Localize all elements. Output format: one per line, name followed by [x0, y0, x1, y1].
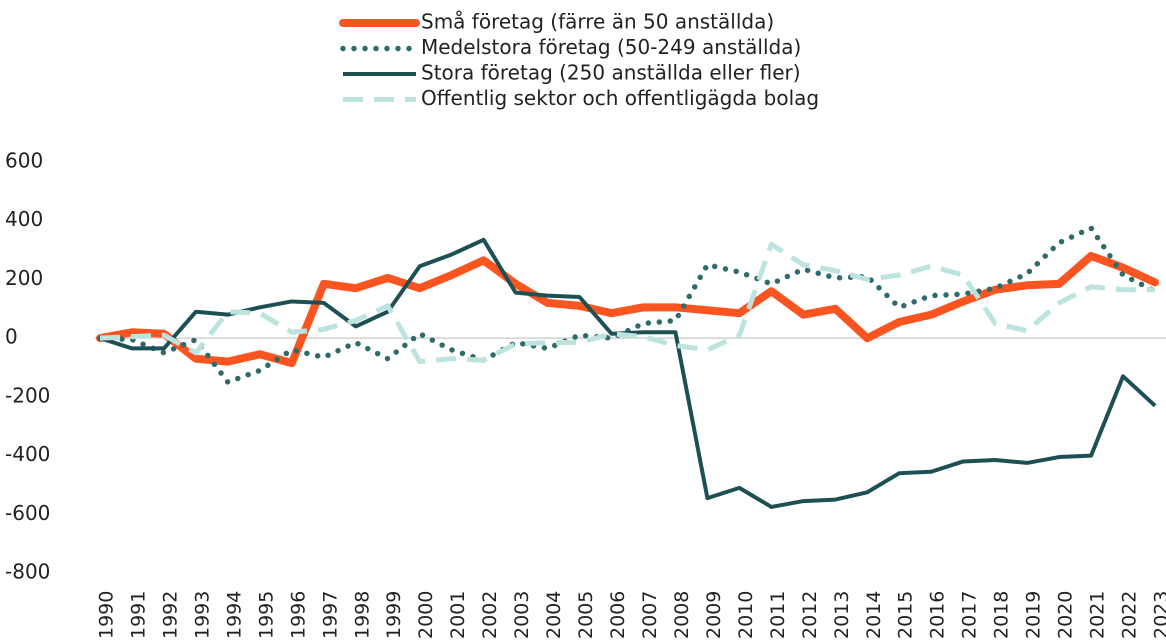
x-tick-label: 2008: [671, 591, 693, 639]
legend-label: Små företag (färre än 50 anställda): [421, 10, 774, 34]
legend-label: Stora företag (250 anställda eller fler): [421, 61, 801, 85]
x-tick-label: 1995: [255, 591, 277, 639]
y-tick-label: -800: [5, 560, 50, 584]
y-tick-label: 600: [5, 149, 43, 173]
x-tick-label: 1993: [191, 591, 213, 639]
x-tick-label: 2011: [767, 591, 789, 639]
x-tick-label: 2006: [607, 591, 629, 639]
x-tick-label: 2019: [1023, 591, 1045, 639]
legend-label: Offentlig sektor och offentligägda bolag: [421, 86, 819, 110]
x-tick-label: 2023: [1151, 591, 1166, 639]
series-line: [97, 225, 1158, 385]
y-tick-label: -400: [5, 442, 50, 466]
x-tick-label: 1999: [383, 591, 405, 639]
x-tick-label: 2013: [831, 591, 853, 639]
x-tick-label: 2004: [543, 591, 565, 639]
x-tick-label: 1992: [159, 591, 181, 639]
y-tick-label: 0: [5, 325, 18, 349]
x-tick-label: 2022: [1119, 591, 1141, 639]
x-tick-label: 1994: [223, 591, 245, 639]
x-tick-label: 2018: [991, 591, 1013, 639]
x-tick-label: 2005: [575, 591, 597, 639]
y-tick-label: 400: [5, 207, 43, 231]
x-tick-label: 2021: [1087, 591, 1109, 639]
y-tick-label: -600: [5, 501, 50, 525]
x-tick-label: 2002: [479, 591, 501, 639]
x-tick-label: 1990: [96, 591, 118, 639]
x-tick-label: 2014: [863, 591, 885, 639]
x-tick-label: 1997: [319, 591, 341, 639]
y-tick-label: 200: [5, 266, 43, 290]
x-tick-label: 2016: [927, 591, 949, 639]
x-tick-label: 2007: [639, 591, 661, 639]
x-tick-label: 2020: [1055, 591, 1077, 639]
y-tick-label: -200: [5, 383, 50, 407]
x-tick-label: 2012: [799, 591, 821, 639]
legend-label: Medelstora företag (50-249 anställda): [421, 35, 801, 59]
x-tick-label: 2009: [703, 591, 725, 639]
x-tick-label: 2001: [447, 591, 469, 639]
x-tick-label: 2015: [895, 591, 917, 639]
x-tick-label: 2010: [735, 591, 757, 639]
x-tick-label: 1991: [127, 591, 149, 639]
x-tick-label: 1996: [287, 591, 309, 639]
x-tick-label: 2000: [415, 591, 437, 639]
series-line: [99, 241, 1155, 365]
x-tick-label: 1998: [351, 591, 373, 639]
x-tick-label: 2017: [959, 591, 981, 639]
x-tick-label: 2003: [511, 591, 533, 639]
